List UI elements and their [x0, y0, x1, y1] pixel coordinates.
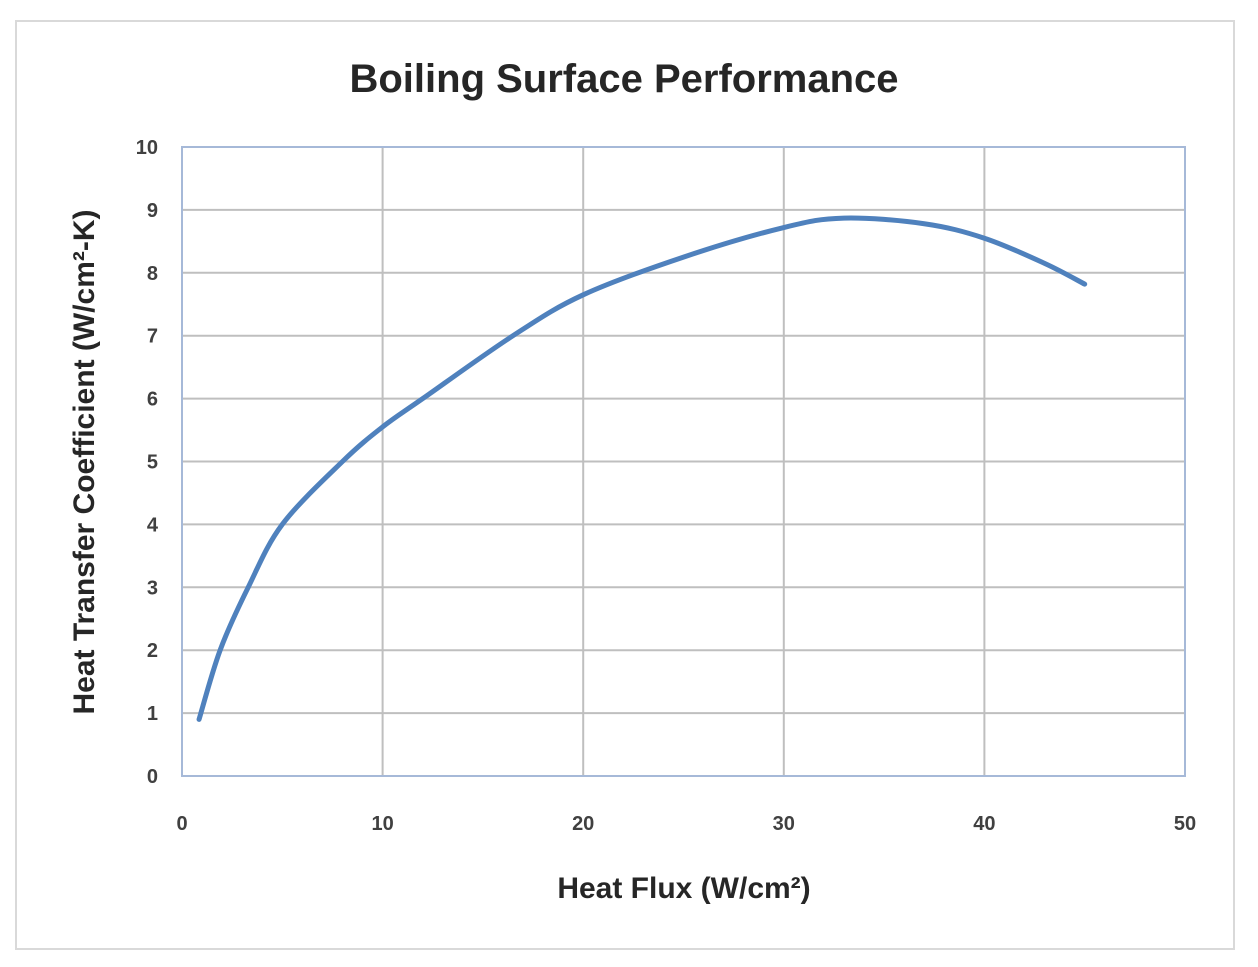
y-tick-label: 7 [147, 326, 158, 348]
y-tick-label: 10 [136, 137, 158, 159]
x-tick-label: 10 [371, 813, 393, 835]
y-tick-label: 5 [147, 452, 158, 474]
x-tick-label: 0 [176, 813, 187, 835]
plot-area-border [181, 146, 1186, 777]
x-tick-label: 40 [973, 813, 995, 835]
y-tick-label: 8 [147, 263, 158, 285]
y-tick-label: 2 [147, 640, 158, 662]
series-line [196, 215, 1088, 722]
x-tick-label: 30 [773, 813, 795, 835]
y-tick-label: 3 [147, 577, 158, 599]
x-tick-label: 50 [1174, 813, 1196, 835]
x-tick-label: 20 [572, 813, 594, 835]
y-tick-label: 4 [147, 514, 159, 536]
chart-frame [15, 20, 1235, 950]
y-tick-label: 0 [147, 766, 158, 788]
y-tick-label: 6 [147, 389, 158, 411]
chart-title: Boiling Surface Performance [349, 57, 898, 101]
y-axis-label: Heat Transfer Coefficient (W/cm²-K) [68, 209, 101, 714]
y-tick-label: 9 [147, 200, 158, 222]
y-tick-label: 1 [147, 703, 158, 725]
x-axis-label: Heat Flux (W/cm²) [557, 872, 810, 905]
